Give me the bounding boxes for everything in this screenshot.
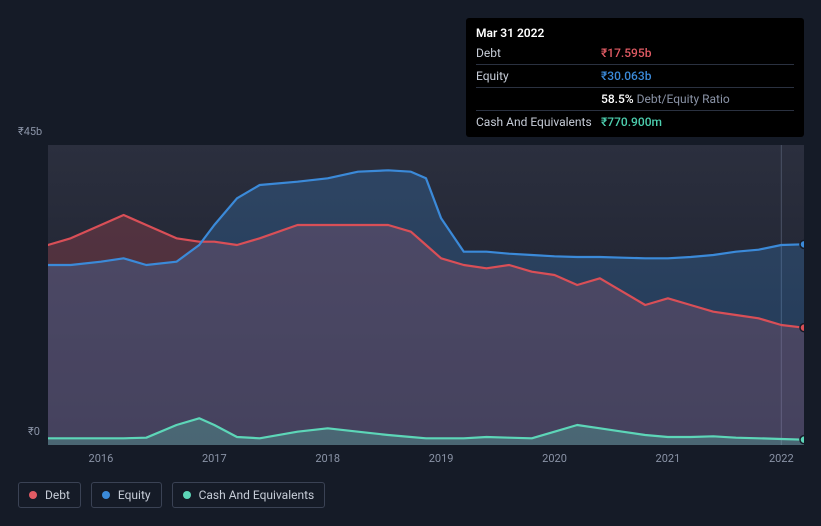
x-tick: 2019 xyxy=(429,452,454,465)
chart-tooltip: Mar 31 2022 Debt₹17.595bEquity₹30.063b58… xyxy=(466,18,804,137)
legend-dot-icon xyxy=(183,491,191,499)
tooltip-label: Equity xyxy=(476,67,601,85)
y-axis-zero: ₹0 xyxy=(28,425,40,438)
legend-label: Cash And Equivalents xyxy=(199,488,315,502)
tooltip-row: 58.5% Debt/Equity Ratio xyxy=(476,90,794,108)
tooltip-row: Debt₹17.595b xyxy=(476,44,794,62)
tooltip-row: Equity₹30.063b xyxy=(476,67,794,85)
x-tick: 2018 xyxy=(315,452,340,465)
legend-dot-icon xyxy=(29,491,37,499)
tooltip-value: ₹17.595b xyxy=(601,44,651,62)
legend-label: Debt xyxy=(45,488,70,502)
legend-item[interactable]: Cash And Equivalents xyxy=(172,482,326,508)
tooltip-value: ₹770.900m xyxy=(601,113,662,131)
legend-dot-icon xyxy=(102,491,110,499)
x-tick: 2017 xyxy=(202,452,227,465)
tooltip-value: 58.5% Debt/Equity Ratio xyxy=(601,90,730,108)
x-tick: 2022 xyxy=(769,452,794,465)
legend-label: Equity xyxy=(118,488,151,502)
x-tick: 2020 xyxy=(542,452,567,465)
chart-area[interactable] xyxy=(48,145,804,445)
tooltip-label: Cash And Equivalents xyxy=(476,113,601,131)
legend-item[interactable]: Debt xyxy=(18,482,81,508)
x-tick: 2016 xyxy=(89,452,114,465)
legend: Debt Equity Cash And Equivalents xyxy=(18,482,325,508)
y-axis-max: ₹45b xyxy=(18,125,42,138)
tooltip-date: Mar 31 2022 xyxy=(476,24,794,42)
tooltip-label: Debt xyxy=(476,44,601,62)
tooltip-row: Cash And Equivalents₹770.900m xyxy=(476,113,794,131)
x-axis: 2016 2017 2018 2019 2020 2021 2022 xyxy=(48,450,804,470)
tooltip-value: ₹30.063b xyxy=(601,67,651,85)
tooltip-label xyxy=(476,90,601,108)
legend-item[interactable]: Equity xyxy=(91,482,162,508)
area-chart-svg xyxy=(48,145,804,445)
x-tick: 2021 xyxy=(656,452,681,465)
